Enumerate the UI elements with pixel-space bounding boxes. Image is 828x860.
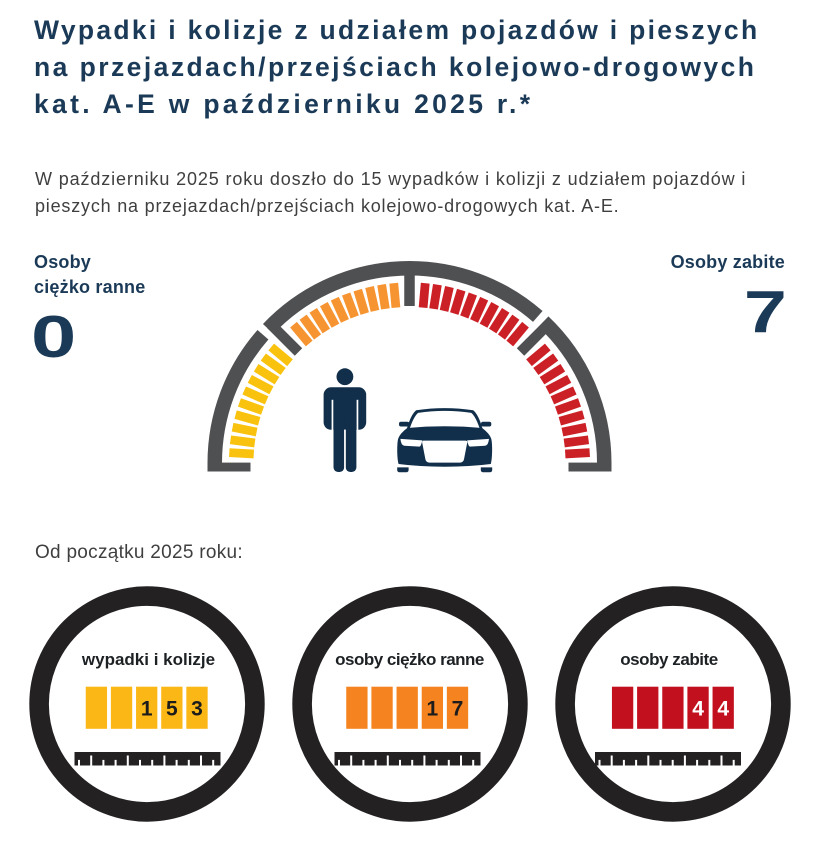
svg-text:1: 1 <box>427 697 439 720</box>
svg-text:3: 3 <box>191 697 203 720</box>
svg-text:4: 4 <box>692 697 704 720</box>
svg-text:7: 7 <box>452 697 464 720</box>
svg-text:5: 5 <box>166 697 178 720</box>
svg-text:1: 1 <box>141 697 153 720</box>
svg-text:4: 4 <box>717 697 729 720</box>
